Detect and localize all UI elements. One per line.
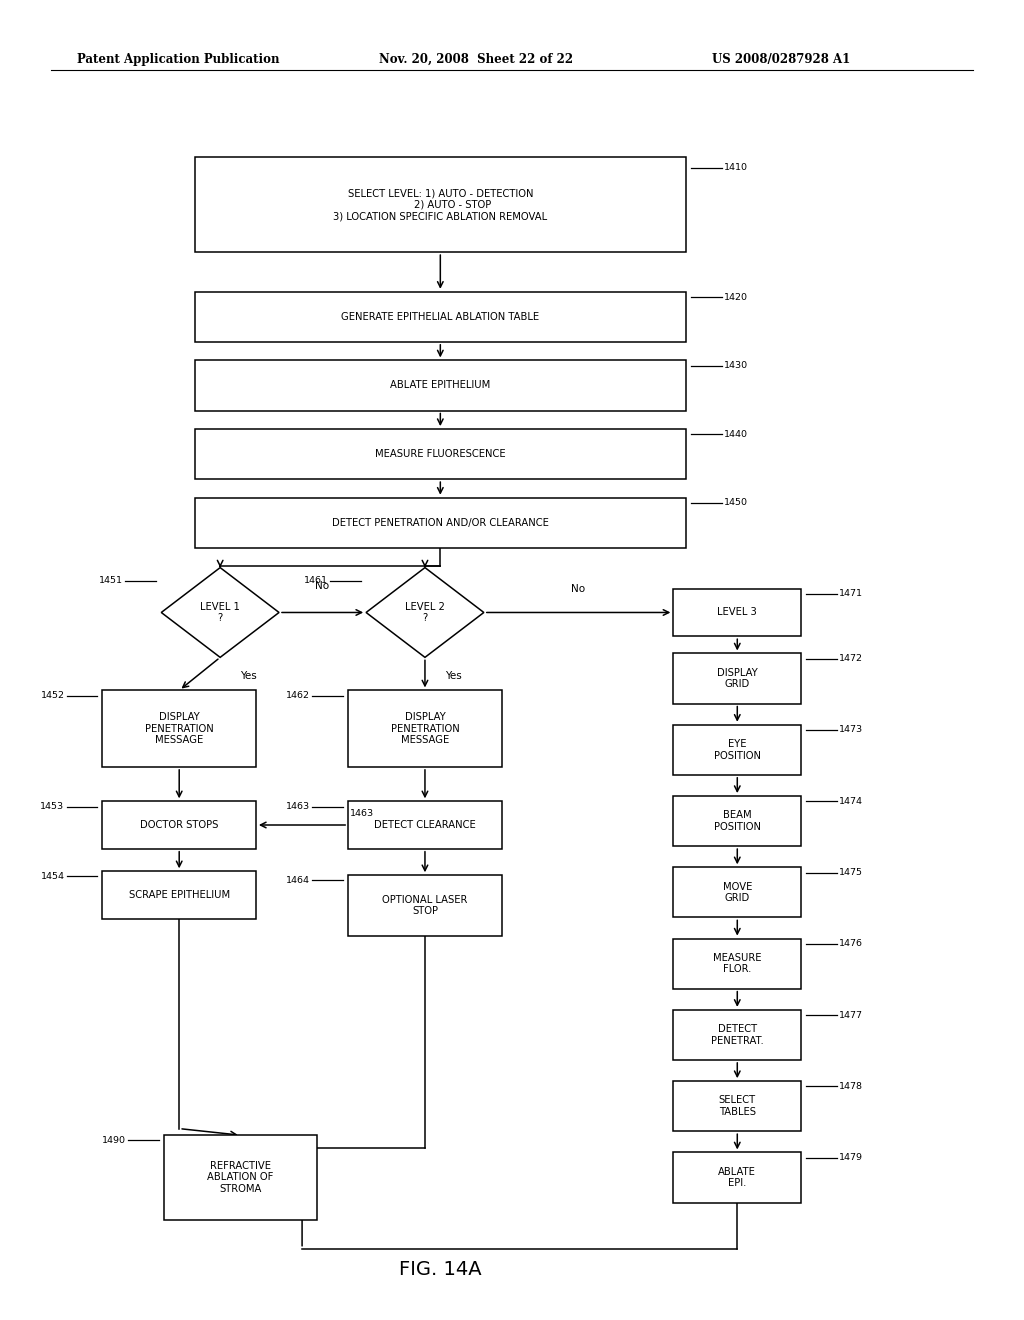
FancyBboxPatch shape [195, 360, 686, 411]
FancyBboxPatch shape [674, 725, 801, 775]
Text: EYE
POSITION: EYE POSITION [714, 739, 761, 760]
Text: 1462: 1462 [287, 692, 310, 700]
Text: Yes: Yes [241, 671, 257, 681]
Text: GENERATE EPITHELIAL ABLATION TABLE: GENERATE EPITHELIAL ABLATION TABLE [341, 312, 540, 322]
Text: REFRACTIVE
ABLATION OF
STROMA: REFRACTIVE ABLATION OF STROMA [208, 1160, 273, 1195]
Text: 1440: 1440 [724, 430, 748, 438]
Polygon shape [162, 568, 279, 657]
Text: 1476: 1476 [840, 940, 863, 948]
FancyBboxPatch shape [164, 1135, 317, 1220]
Text: 1453: 1453 [40, 803, 65, 810]
Text: DOCTOR STOPS: DOCTOR STOPS [140, 820, 218, 830]
FancyBboxPatch shape [195, 292, 686, 342]
FancyBboxPatch shape [674, 867, 801, 917]
Text: 1461: 1461 [304, 577, 328, 585]
FancyBboxPatch shape [674, 1081, 801, 1131]
Text: 1464: 1464 [287, 876, 310, 884]
Text: 1472: 1472 [840, 655, 863, 663]
Text: BEAM
POSITION: BEAM POSITION [714, 810, 761, 832]
FancyBboxPatch shape [674, 653, 801, 704]
Text: DETECT
PENETRAT.: DETECT PENETRAT. [711, 1024, 764, 1045]
Polygon shape [367, 568, 483, 657]
Text: DETECT CLEARANCE: DETECT CLEARANCE [374, 820, 476, 830]
Text: MEASURE FLUORESCENCE: MEASURE FLUORESCENCE [375, 449, 506, 459]
Text: DISPLAY
PENETRATION
MESSAGE: DISPLAY PENETRATION MESSAGE [390, 711, 460, 746]
FancyBboxPatch shape [674, 1152, 801, 1203]
Text: 1474: 1474 [840, 797, 863, 805]
FancyBboxPatch shape [674, 796, 801, 846]
Text: LEVEL 3: LEVEL 3 [718, 607, 757, 618]
Text: 1420: 1420 [724, 293, 748, 301]
Text: Yes: Yes [445, 671, 462, 681]
Text: ABLATE
EPI.: ABLATE EPI. [719, 1167, 756, 1188]
Text: 1471: 1471 [840, 590, 863, 598]
FancyBboxPatch shape [195, 429, 686, 479]
Text: MEASURE
FLOR.: MEASURE FLOR. [713, 953, 762, 974]
Text: OPTIONAL LASER
STOP: OPTIONAL LASER STOP [382, 895, 468, 916]
Text: 1473: 1473 [840, 726, 863, 734]
Text: DETECT PENETRATION AND/OR CLEARANCE: DETECT PENETRATION AND/OR CLEARANCE [332, 517, 549, 528]
Text: Nov. 20, 2008  Sheet 22 of 22: Nov. 20, 2008 Sheet 22 of 22 [379, 53, 573, 66]
FancyBboxPatch shape [348, 875, 502, 936]
FancyBboxPatch shape [674, 939, 801, 989]
Text: 1475: 1475 [840, 869, 863, 876]
Text: MOVE
GRID: MOVE GRID [723, 882, 752, 903]
Text: SELECT
TABLES: SELECT TABLES [719, 1096, 756, 1117]
Text: 1479: 1479 [840, 1154, 863, 1162]
Text: SCRAPE EPITHELIUM: SCRAPE EPITHELIUM [129, 890, 229, 900]
FancyBboxPatch shape [674, 1010, 801, 1060]
Text: Patent Application Publication: Patent Application Publication [77, 53, 280, 66]
FancyBboxPatch shape [195, 498, 686, 548]
Text: No: No [315, 581, 330, 591]
Text: 1478: 1478 [840, 1082, 863, 1090]
FancyBboxPatch shape [674, 589, 801, 636]
Text: DISPLAY
GRID: DISPLAY GRID [717, 668, 758, 689]
FancyBboxPatch shape [348, 690, 502, 767]
Text: 1410: 1410 [724, 164, 748, 172]
Text: LEVEL 2
?: LEVEL 2 ? [406, 602, 444, 623]
Text: 1451: 1451 [99, 577, 123, 585]
Text: 1450: 1450 [724, 499, 748, 507]
Text: 1477: 1477 [840, 1011, 863, 1019]
Text: 1452: 1452 [41, 692, 65, 700]
Text: ABLATE EPITHELIUM: ABLATE EPITHELIUM [390, 380, 490, 391]
Text: 1463: 1463 [350, 809, 375, 818]
Text: 1490: 1490 [102, 1137, 126, 1144]
FancyBboxPatch shape [348, 801, 502, 849]
Text: 1463: 1463 [286, 803, 310, 810]
Text: FIG. 14A: FIG. 14A [399, 1261, 481, 1279]
Text: DISPLAY
PENETRATION
MESSAGE: DISPLAY PENETRATION MESSAGE [144, 711, 214, 746]
Text: SELECT LEVEL: 1) AUTO - DETECTION
        2) AUTO - STOP
3) LOCATION SPECIFIC AB: SELECT LEVEL: 1) AUTO - DETECTION 2) AUT… [333, 187, 548, 222]
Text: No: No [571, 583, 586, 594]
FancyBboxPatch shape [102, 690, 256, 767]
FancyBboxPatch shape [195, 157, 686, 252]
Text: US 2008/0287928 A1: US 2008/0287928 A1 [712, 53, 850, 66]
FancyBboxPatch shape [102, 871, 256, 919]
FancyBboxPatch shape [102, 801, 256, 849]
Text: 1430: 1430 [724, 362, 749, 370]
Text: LEVEL 1
?: LEVEL 1 ? [201, 602, 240, 623]
Text: 1454: 1454 [41, 873, 65, 880]
